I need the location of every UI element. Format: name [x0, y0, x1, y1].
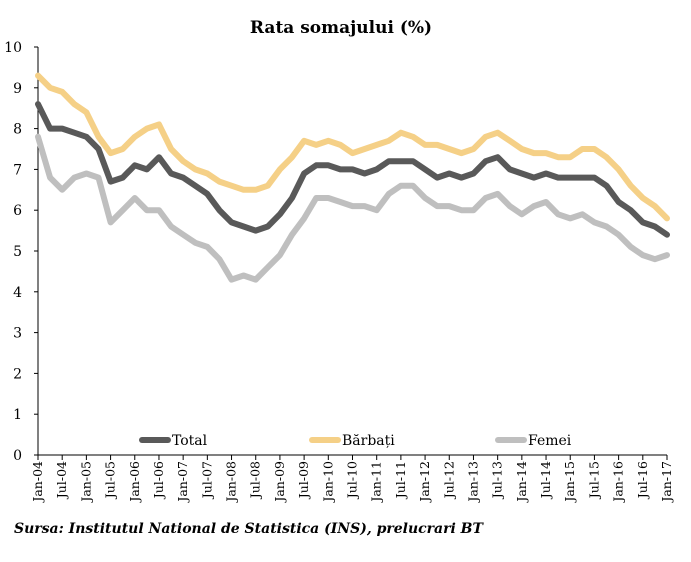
x-tick-label: Jul-05: [103, 461, 118, 500]
x-tick-label: Jan-05: [78, 461, 93, 504]
y-tick-label: 7: [13, 162, 22, 178]
y-tick-label: 5: [13, 244, 22, 260]
y-tick-label: 10: [4, 40, 22, 56]
x-tick-label: Jul-12: [441, 461, 456, 500]
x-tick-label: Jul-14: [538, 461, 553, 500]
legend: Total Bărbați Femei: [139, 433, 572, 449]
x-tick-label: Jan-04: [30, 461, 45, 504]
y-tick-label: 8: [13, 122, 22, 138]
x-tick-label: Jan-11: [369, 461, 384, 504]
x-tick-label: Jan-13: [465, 461, 480, 504]
x-tick-label: Jul-09: [296, 461, 311, 500]
y-tick-label: 2: [13, 366, 22, 382]
x-tick-label: Jul-11: [393, 461, 408, 500]
x-tick-label: Jul-07: [199, 461, 214, 500]
x-tick-label: Jul-04: [54, 461, 69, 500]
x-tick-label: Jan-16: [611, 461, 626, 504]
x-tick-label: Jul-13: [490, 461, 505, 500]
y-tick-label: 3: [13, 326, 22, 342]
x-tick-label: Jan-06: [127, 461, 142, 504]
legend-label: Femei: [528, 433, 572, 449]
x-tick-label: Jan-17: [659, 461, 674, 504]
series-line-femei: [35, 133, 670, 283]
x-tick-label: Jul-15: [586, 461, 601, 500]
y-tick-label: 1: [13, 407, 22, 423]
x-tick-label: Jul-10: [345, 461, 360, 500]
source-note: Sursa: Institutul National de Statistica…: [14, 521, 483, 537]
series-line-total: [35, 101, 670, 238]
series-layer: [35, 72, 670, 283]
x-tick-label: Jan-14: [514, 461, 529, 504]
x-tick-label: Jan-08: [224, 461, 239, 504]
y-tick-label: 9: [13, 81, 22, 97]
x-tick-label: Jul-08: [248, 461, 263, 500]
x-tick-label: Jul-06: [151, 461, 166, 500]
y-tick-label: 0: [13, 448, 22, 464]
x-tick-label: Jul-16: [635, 461, 650, 500]
legend-label: Total: [172, 433, 208, 449]
x-tick-label: Jan-10: [320, 461, 335, 504]
y-tick-label: 4: [13, 285, 22, 301]
chart-title: Rata somajului (%): [250, 18, 432, 38]
x-tick-label: Jan-15: [562, 461, 577, 504]
legend-label: Bărbați: [342, 433, 395, 449]
y-tick-label: 6: [13, 203, 22, 219]
x-tick-label: Jan-09: [272, 461, 287, 504]
axes: 0 1 2 3 4 5 6 7 8 9 10 Jan-04 Jul-04 Jan-05 Jul-05 Jan-…: [4, 40, 674, 504]
series-line-barbati: [35, 72, 670, 222]
x-tick-label: Jan-07: [175, 461, 190, 504]
x-tick-label: Jan-12: [417, 461, 432, 504]
